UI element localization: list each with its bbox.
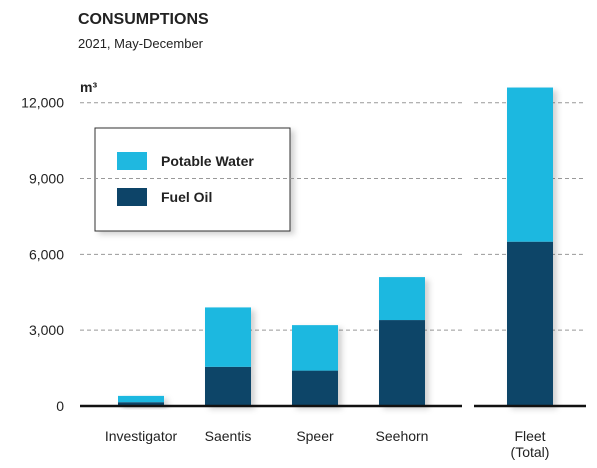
legend-swatch [117,188,147,206]
bar-segment [292,370,338,406]
x-tick-label: Seehorn [375,428,429,444]
bar-segment [507,87,553,242]
chart-subtitle: 2021, May-December [78,36,204,51]
legend-label: Fuel Oil [161,189,212,205]
bar-group [292,325,338,406]
bar-group [507,87,553,406]
legend-swatch [117,152,147,170]
y-tick-label: 6,000 [29,246,64,262]
chart-title: CONSUMPTIONS [78,11,209,28]
y-tick-label: 0 [56,398,64,414]
x-tick-label: Speer [296,428,334,444]
bar-group [379,277,425,406]
bar-group [118,395,164,406]
bar-group [205,307,251,406]
y-axis-label: m³ [80,79,97,95]
x-tick-label: Investigator [104,428,178,444]
x-tick-label: Fleet (Total) [510,428,550,460]
bar-segment [379,277,425,321]
y-tick-label: 9,000 [29,171,64,187]
bar-segment [118,402,164,406]
bar-segment [205,366,251,406]
legend: Potable Water Fuel Oil [94,127,291,232]
y-tick-label: 12,000 [21,95,64,111]
legend-box [94,127,291,232]
x-tick-label: Saentis [204,428,252,444]
bar-segment [379,320,425,406]
bar-segment [118,395,164,403]
bar-segment [292,325,338,371]
bar-segment [205,307,251,367]
y-tick-label: 3,000 [29,322,64,338]
legend-label: Potable Water [161,153,254,169]
bar-segment [507,241,553,406]
